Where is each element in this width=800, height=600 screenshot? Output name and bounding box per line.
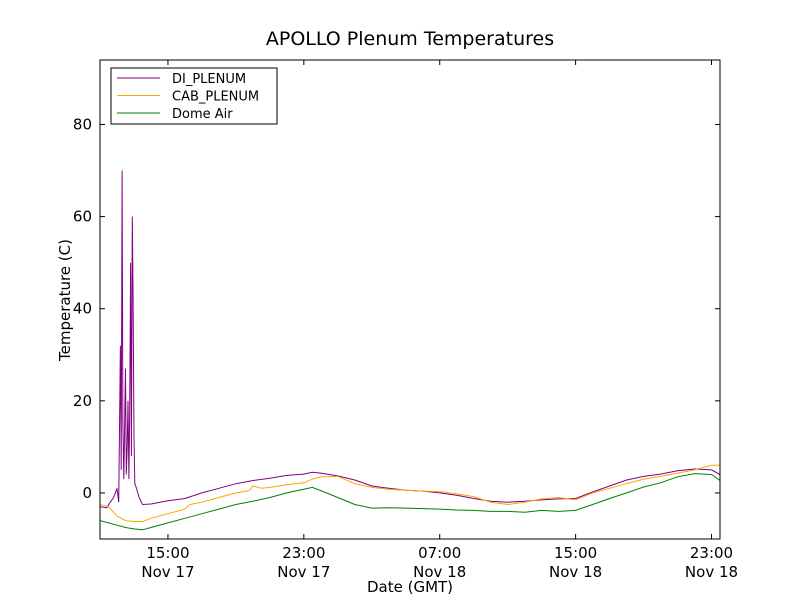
x-tick-label-date: Nov 18 [685, 563, 738, 581]
legend-label-cab-plenum: CAB_PLENUM [172, 90, 259, 105]
x-tick-label-date: Nov 17 [277, 563, 330, 581]
y-axis-label: Temperature (C) [56, 239, 74, 362]
x-tick-label-time: 07:00 [418, 544, 461, 562]
y-tick-label: 20 [73, 392, 92, 410]
series-line-cab-plenum [100, 464, 720, 522]
x-tick-label-time: 15:00 [146, 544, 189, 562]
legend-label-dome-air: Dome Air [172, 107, 233, 122]
y-axis: 0 20 40 60 80 [73, 115, 720, 502]
y-tick-label: 80 [73, 115, 92, 133]
x-tick-label-time: 23:00 [282, 544, 325, 562]
series-layer [100, 170, 720, 531]
x-axis-label: Date (GMT) [367, 578, 453, 596]
y-tick-label: 40 [73, 300, 92, 318]
x-tick-label-date: Nov 18 [413, 563, 466, 581]
chart-title: APOLLO Plenum Temperatures [266, 28, 554, 50]
plot-area [99, 59, 721, 540]
x-tick-label-date: Nov 18 [549, 563, 602, 581]
y-tick-label: 0 [82, 484, 92, 502]
series-line-dome-air [100, 473, 720, 531]
legend-label-di-plenum: DI_PLENUM [172, 72, 246, 87]
y-tick-label: 60 [73, 208, 92, 226]
legend: DI_PLENUM CAB_PLENUM Dome Air [110, 67, 278, 125]
x-tick-label-time: 23:00 [690, 544, 733, 562]
x-tick-label-date: Nov 17 [141, 563, 194, 581]
series-line-di-plenum [100, 170, 720, 509]
x-tick-label-time: 15:00 [554, 544, 597, 562]
